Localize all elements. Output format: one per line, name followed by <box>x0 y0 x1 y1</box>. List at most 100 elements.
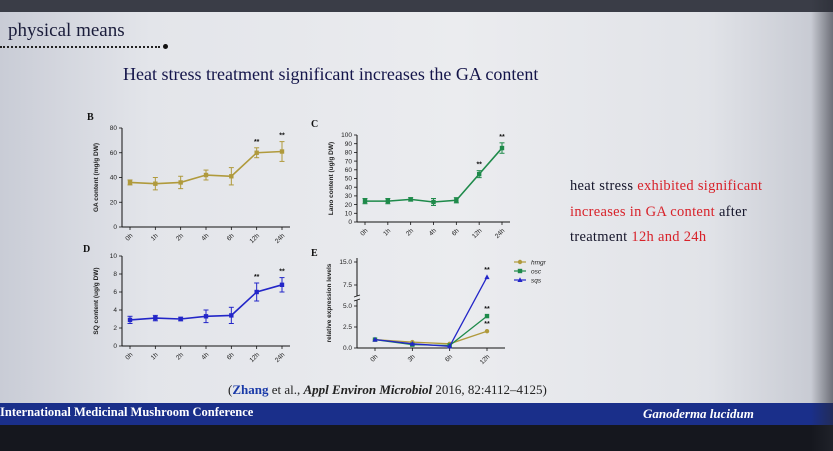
data-point <box>484 329 490 334</box>
x-tick-label: 2h <box>175 351 185 361</box>
x-tick-label: 4h <box>428 227 438 237</box>
y-axis-title: relative expression levels <box>326 263 333 342</box>
data-point <box>385 198 391 204</box>
y-tick-label: 80 <box>345 150 353 157</box>
footer-conference: International Medicinal Mushroom Confere… <box>0 405 254 419</box>
significance-label: ** <box>476 162 482 169</box>
axis-break-mark <box>353 298 361 302</box>
legend-label: osc <box>531 268 542 275</box>
x-tick-label: 24h <box>274 351 287 364</box>
data-point <box>408 197 413 202</box>
note-3-black: treatment <box>570 229 632 245</box>
x-tick-label: 0h <box>369 353 379 363</box>
series-sqs: ** <box>372 267 490 349</box>
citation: (Zhang et al., Appl Environ Microbiol 20… <box>228 382 547 398</box>
screen-bottom-edge <box>0 425 833 451</box>
note-line-2: increases in GA content after <box>570 204 747 221</box>
panel-label-E: E <box>311 248 318 259</box>
y-tick-label: 0.0 <box>343 345 352 352</box>
x-tick-label: 12h <box>248 232 261 245</box>
data-point <box>153 315 158 321</box>
y-tick-label: 50 <box>345 176 353 183</box>
data-point <box>431 199 436 205</box>
section-title: physical means <box>8 20 125 41</box>
significance-label: ** <box>484 306 490 313</box>
y-tick-label: 10 <box>345 211 353 218</box>
data-point <box>178 180 183 185</box>
x-tick-label: 2h <box>175 232 185 242</box>
y-tick-label: 8 <box>113 271 117 278</box>
x-tick-label: 1h <box>382 227 392 237</box>
citation-journal: Appl Environ Microbiol <box>303 382 433 397</box>
data-point <box>499 145 505 151</box>
series-line <box>374 276 488 347</box>
x-tick-label: 4h <box>200 351 210 361</box>
y-tick-label: 60 <box>345 167 353 174</box>
screen-right-edge <box>811 0 833 451</box>
legend: hmgr osc sqs <box>514 259 547 284</box>
significance-label: ** <box>254 274 260 281</box>
significance-label: ** <box>484 321 490 328</box>
x-tick-label: 1h <box>150 351 160 361</box>
y-tick-label: 60 <box>110 150 118 157</box>
panel-label-B: B <box>87 112 94 123</box>
significance-label: ** <box>499 134 505 141</box>
divider-dot <box>163 44 168 49</box>
y-tick-label: 2 <box>113 325 117 332</box>
data-point <box>409 341 415 346</box>
footer-bar <box>0 403 833 425</box>
y-tick-label: 100 <box>341 132 352 139</box>
data-point <box>279 282 285 287</box>
x-tick-label: 6h <box>226 351 236 361</box>
footer-species: Ganoderma lucidum <box>643 406 754 421</box>
y-axis-title: SQ content (ug/g DW) <box>93 267 100 334</box>
y-tick-label: 30 <box>345 193 353 200</box>
significance-label: ** <box>279 269 285 276</box>
data-point <box>254 150 259 155</box>
panel-label-C: C <box>311 119 318 130</box>
y-tick-label: 2.5 <box>343 324 352 331</box>
y-tick-label: 4 <box>113 307 117 314</box>
y-tick-label: 70 <box>345 158 353 165</box>
note-1-red: exhibited significant <box>637 178 763 194</box>
data-point <box>362 198 368 204</box>
legend-marker <box>517 277 523 282</box>
slide-headline: Heat stress treatment significant increa… <box>123 64 539 84</box>
x-tick-label: 6h <box>451 227 461 237</box>
significance-label: ** <box>279 133 285 140</box>
data-point <box>254 289 259 295</box>
y-tick-label: 0 <box>113 224 117 231</box>
data-point <box>279 149 285 154</box>
dotted-divider <box>0 46 160 48</box>
y-tick-label: 10 <box>110 253 118 260</box>
data-point <box>476 171 482 177</box>
data-point <box>229 174 234 179</box>
citation-rest: 2016, 82:4112–4125) <box>432 382 547 397</box>
y-tick-label: 20 <box>110 199 118 206</box>
y-tick-label: 6 <box>113 289 117 296</box>
series-line <box>374 330 488 345</box>
y-axis-title: GA content (mg/g DW) <box>93 143 100 212</box>
x-tick-label: 6h <box>444 353 454 363</box>
data-point <box>127 180 133 185</box>
y-tick-label: 0 <box>348 219 352 226</box>
screen-top-edge <box>0 0 833 12</box>
note-3-red: 12h and 24h <box>631 229 707 245</box>
data-point <box>178 316 183 322</box>
data-point <box>447 343 453 349</box>
x-tick-label: 0h <box>359 227 369 237</box>
significance-label: ** <box>484 267 490 274</box>
y-tick-label: 0 <box>113 343 117 350</box>
data-point <box>484 313 490 319</box>
legend-marker <box>517 268 523 274</box>
legend-label: sqs <box>531 277 542 284</box>
y-tick-label: 80 <box>110 125 118 132</box>
note-line-3: treatment 12h and 24h <box>570 229 706 246</box>
data-point <box>484 274 490 280</box>
note-line-1: heat stress exhibited significant <box>570 178 762 195</box>
x-tick-label: 12h <box>248 351 261 364</box>
chart-panel-E: E 0.0 2.5 5.0 7.5 15.0 relative expression lev… <box>311 248 547 366</box>
